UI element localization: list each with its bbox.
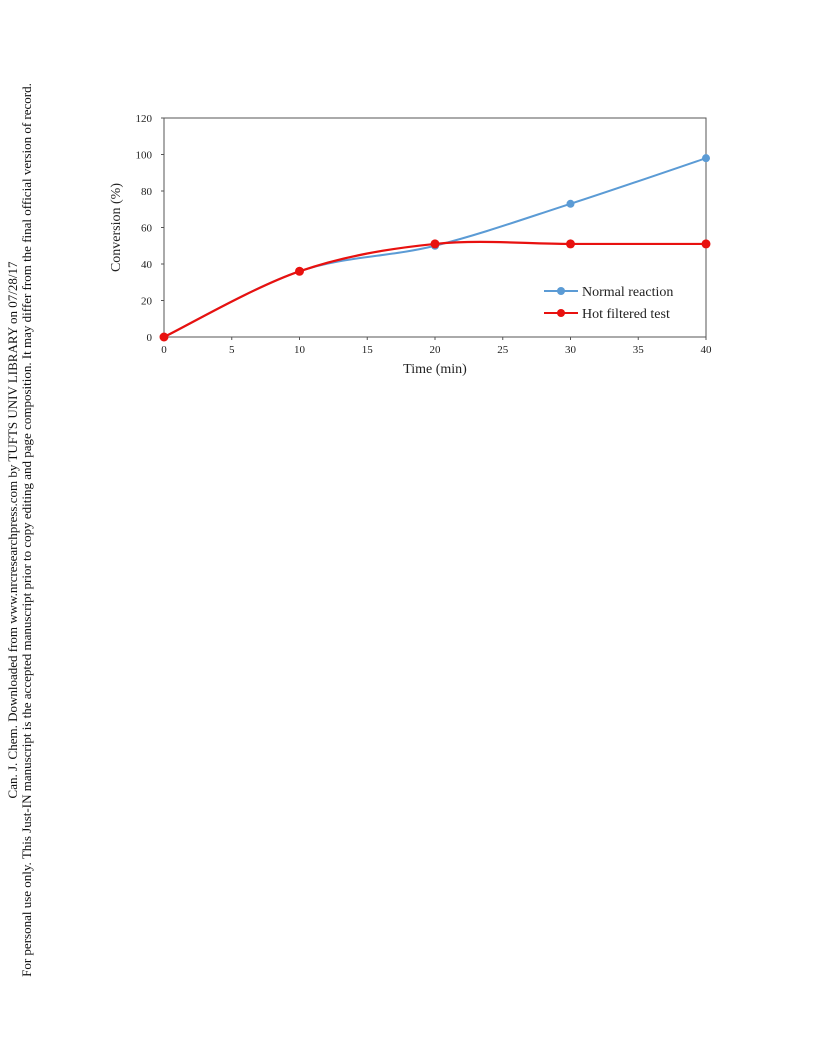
data-point-normal-reaction	[566, 199, 575, 208]
data-point-hot-filtered-test	[566, 239, 575, 249]
y-tick-label: 80	[141, 186, 153, 198]
x-tick-label: 25	[497, 344, 509, 356]
y-axis-title: Conversion (%)	[109, 183, 124, 272]
data-point-hot-filtered-test	[159, 332, 169, 342]
x-tick-label: 20	[430, 344, 442, 356]
y-tick-label: 120	[136, 113, 153, 125]
legend-label-hot-filtered-test: Hot filtered test	[582, 307, 670, 322]
y-tick-label: 60	[141, 223, 153, 235]
data-point-hot-filtered-test	[430, 239, 440, 249]
legend-marker-normal-reaction	[557, 287, 565, 295]
x-tick-label: 15	[362, 344, 374, 356]
y-tick-label: 0	[147, 332, 153, 344]
x-tick-label: 5	[229, 344, 235, 356]
y-tick-label: 100	[136, 150, 153, 162]
legend-label-normal-reaction: Normal reaction	[582, 285, 673, 300]
conversion-chart: 0 5 10 15 20 25 30 35 40 0 20 40 60 80 100 120 Normal r…	[109, 113, 713, 377]
x-tick-label: 35	[633, 344, 645, 356]
y-tick-label: 40	[141, 259, 153, 271]
x-tick-label: 40	[701, 344, 713, 356]
x-tick-label: 0	[161, 344, 167, 356]
x-axis-title: Time (min)	[403, 362, 467, 377]
data-point-hot-filtered-test	[295, 266, 304, 276]
legend-marker-hot-filtered-test	[557, 309, 565, 317]
data-point-normal-reaction	[702, 154, 710, 163]
plot-area-frame	[163, 117, 707, 338]
data-point-hot-filtered-test	[701, 239, 711, 249]
x-tick-label: 10	[294, 344, 306, 356]
x-tick-label: 30	[565, 344, 577, 356]
y-tick-label: 20	[141, 296, 153, 308]
